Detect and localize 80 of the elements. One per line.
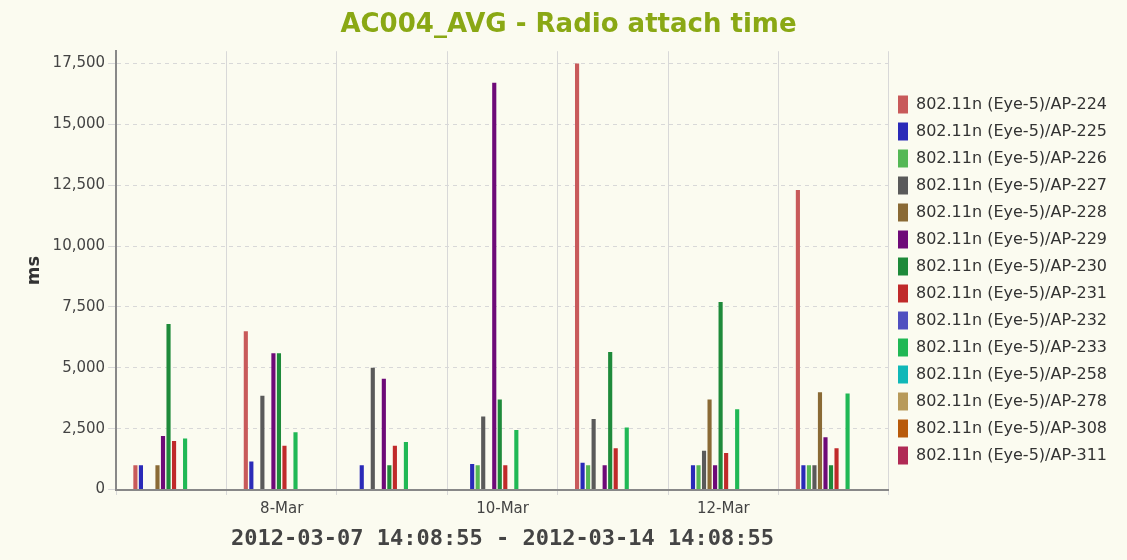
x-tick-label: 12-Mar — [696, 499, 751, 518]
y-tick-label: 15,000 — [52, 114, 106, 133]
bar — [403, 442, 408, 490]
legend-label: 802.11n (Eye-5)/AP-258 — [915, 363, 1107, 383]
bar — [260, 395, 265, 490]
bar — [387, 465, 392, 490]
bar — [591, 418, 596, 490]
bar — [574, 63, 580, 490]
legend-label: 802.11n (Eye-5)/AP-231 — [915, 282, 1107, 302]
bar — [392, 445, 397, 490]
bar — [735, 409, 740, 490]
bar — [171, 440, 177, 490]
bar — [514, 429, 519, 490]
y-tick-label: 10,000 — [52, 235, 106, 254]
legend-label: 802.11n (Eye-5)/AP-311 — [915, 444, 1107, 464]
bar — [381, 378, 386, 490]
bar — [586, 465, 591, 490]
bar — [624, 427, 629, 490]
legend-label: 802.11n (Eye-5)/AP-232 — [915, 309, 1107, 329]
bar — [602, 465, 607, 490]
bar — [707, 399, 712, 490]
bar — [690, 465, 696, 490]
y-tick-label: 0 — [95, 479, 106, 498]
bar — [608, 351, 613, 490]
bar — [828, 465, 834, 490]
x-tick-label: 10-Mar — [476, 499, 530, 518]
bar — [475, 465, 480, 490]
bar — [724, 453, 729, 490]
bar — [701, 450, 707, 490]
bar — [370, 367, 375, 490]
bar — [580, 462, 585, 490]
y-tick-label: 7,500 — [62, 296, 106, 315]
bar — [823, 437, 828, 490]
y-tick-label: 5,000 — [62, 357, 106, 376]
legend-label: 802.11n (Eye-5)/AP-228 — [915, 201, 1107, 221]
bar — [293, 432, 298, 490]
bar — [812, 465, 817, 490]
legend-label: 802.11n (Eye-5)/AP-229 — [915, 228, 1107, 248]
chart-title: AC004_AVG - Radio attach time — [340, 8, 797, 39]
legend-label: 802.11n (Eye-5)/AP-226 — [915, 147, 1107, 167]
bar — [271, 353, 276, 490]
bar — [282, 445, 287, 490]
y-axis-title: ms — [22, 255, 44, 286]
x-axis-title: 2012-03-07 14:08:55 - 2012-03-14 14:08:55 — [231, 524, 775, 550]
bar — [801, 465, 806, 490]
legend-label: 802.11n (Eye-5)/AP-233 — [915, 336, 1107, 356]
bar — [359, 465, 364, 490]
bar — [160, 436, 166, 490]
bar — [845, 393, 850, 490]
bar — [166, 323, 171, 490]
legend-label: 802.11n (Eye-5)/AP-224 — [915, 93, 1107, 113]
bar — [138, 465, 143, 490]
bar — [503, 465, 508, 490]
legend-label: 802.11n (Eye-5)/AP-230 — [915, 255, 1107, 275]
legend-label: 802.11n (Eye-5)/AP-308 — [915, 417, 1107, 437]
bar — [243, 331, 248, 490]
bar — [834, 448, 839, 490]
bar — [249, 461, 254, 490]
bar — [492, 82, 497, 490]
bar — [481, 416, 486, 490]
bar — [183, 438, 188, 490]
legend-label: 802.11n (Eye-5)/AP-225 — [915, 120, 1107, 140]
y-tick-label: 2,500 — [62, 418, 106, 437]
bar — [133, 465, 138, 490]
bar — [718, 302, 723, 490]
bar — [470, 464, 475, 490]
bar — [713, 465, 718, 490]
legend-label: 802.11n (Eye-5)/AP-227 — [915, 174, 1107, 194]
bar — [806, 465, 811, 490]
y-tick-label: 17,500 — [52, 53, 106, 72]
bar — [817, 392, 823, 490]
x-tick-label: 8-Mar — [260, 499, 305, 518]
bar — [276, 353, 282, 490]
bar — [497, 399, 502, 490]
y-tick-label: 12,500 — [52, 175, 106, 194]
legend-label: 802.11n (Eye-5)/AP-278 — [915, 390, 1107, 410]
bar — [696, 465, 701, 490]
bar — [155, 465, 160, 490]
bar — [795, 190, 800, 490]
bar — [613, 448, 618, 490]
